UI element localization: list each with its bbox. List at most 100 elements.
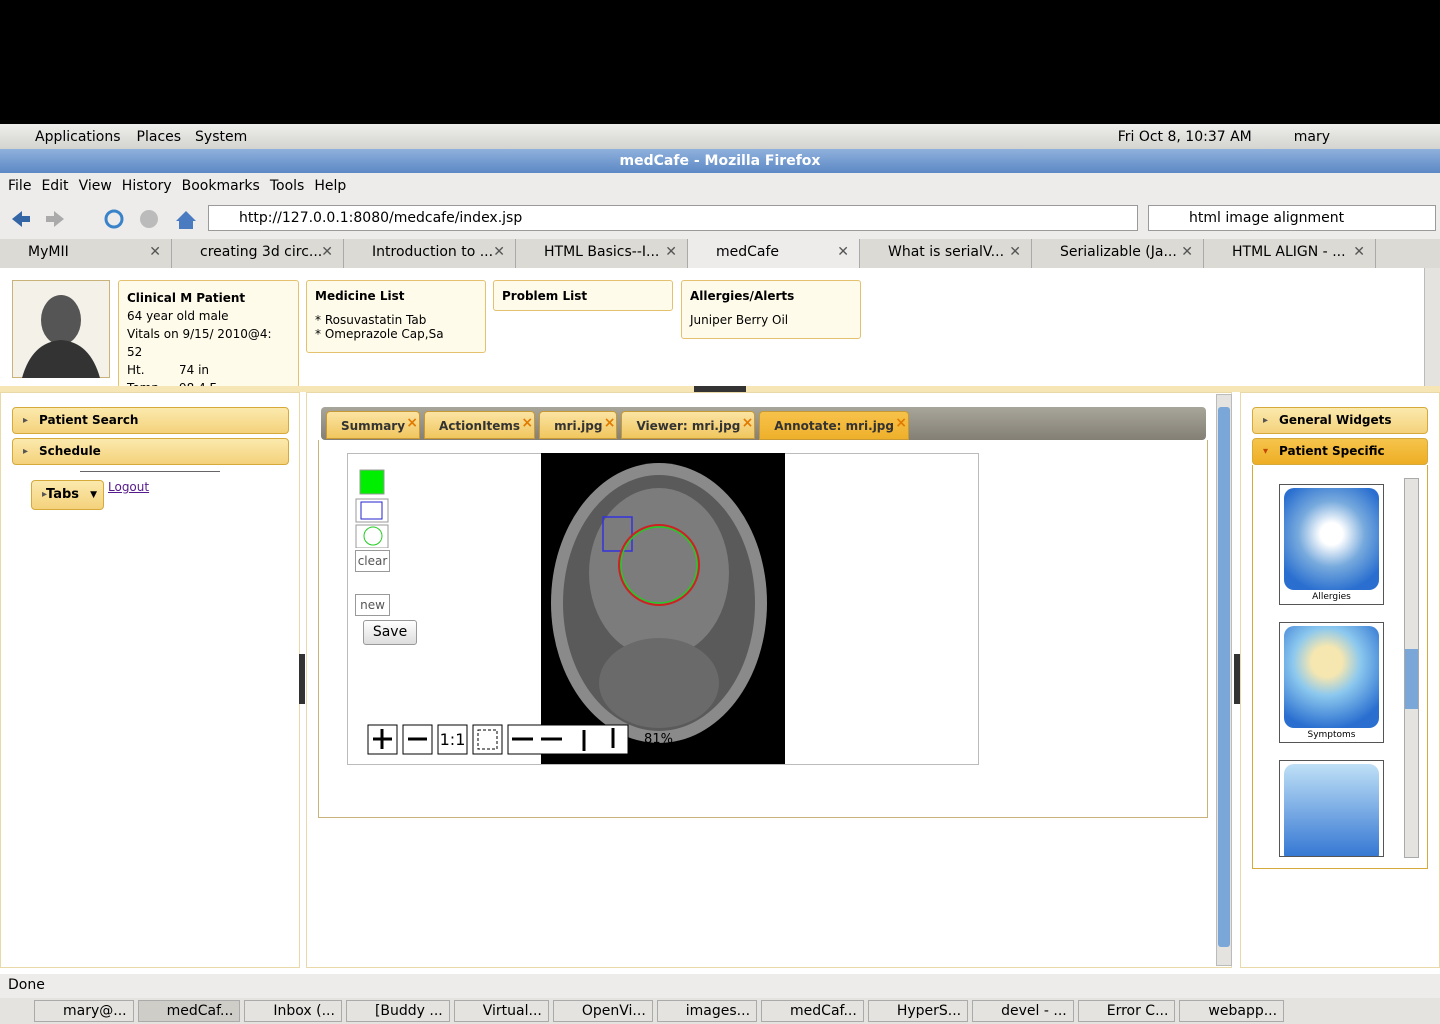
nav-bar: http://127.0.0.1:8080/medcafe/index.jsp … bbox=[0, 199, 1440, 239]
search-field[interactable]: html image alignment bbox=[1148, 205, 1436, 231]
task-button[interactable]: Virtual... bbox=[453, 1000, 549, 1022]
page-content: Clinical M Patient 64 year old male Vita… bbox=[0, 268, 1440, 974]
patient-info: Clinical M Patient 64 year old male Vita… bbox=[118, 280, 299, 388]
tabs-button[interactable]: Tabs▼ bbox=[31, 480, 104, 510]
vital: Ht. 74 in bbox=[127, 361, 290, 379]
patient-description: 64 year old male bbox=[127, 309, 229, 323]
browser-tab[interactable]: Serializable (Ja... bbox=[1032, 239, 1204, 268]
widget-label: Allergies bbox=[1312, 592, 1351, 602]
tabs-button-label: Tabs bbox=[46, 487, 80, 502]
app-tabs: Summary ActionItems mri.jpg Viewer: mri.… bbox=[321, 407, 1206, 440]
patient-name: Clinical M Patient bbox=[127, 291, 246, 305]
vital-value: 98.4 F bbox=[179, 381, 217, 388]
scrollbar[interactable] bbox=[1216, 394, 1232, 966]
save-button[interactable]: Save bbox=[363, 620, 417, 645]
viewer-toolbar[interactable] bbox=[367, 724, 629, 756]
window-title: medCafe - Mozilla Firefox bbox=[0, 149, 1440, 173]
browser-tab[interactable]: HTML ALIGN - ... bbox=[1204, 239, 1376, 268]
widget[interactable]: Symptoms bbox=[1279, 622, 1384, 743]
splitter-handle[interactable] bbox=[299, 654, 305, 704]
taskbar: mary@... medCaf... Inbox (... [Buddy ...… bbox=[0, 998, 1440, 1024]
accordion-header[interactable]: Patient Specific bbox=[1252, 438, 1428, 465]
tab-content bbox=[318, 440, 1208, 818]
clock[interactable]: Fri Oct 8, 10:37 AM bbox=[1117, 128, 1252, 145]
browser-tabs: MyMII creating 3d circ... Introduction t… bbox=[0, 239, 1440, 268]
user[interactable]: mary bbox=[1293, 128, 1330, 145]
task-button[interactable]: medCaf... bbox=[761, 1000, 864, 1022]
menu-item[interactable]: Bookmarks bbox=[181, 178, 260, 194]
task-button[interactable]: devel - ... bbox=[972, 1000, 1074, 1022]
menu-item[interactable]: Help bbox=[314, 178, 347, 194]
allergies: Allergies/Alerts Juniper Berry Oil bbox=[681, 280, 861, 339]
widget[interactable]: Allergies bbox=[1279, 484, 1384, 605]
splitter-handle[interactable] bbox=[1234, 654, 1240, 704]
splitter-handle[interactable] bbox=[694, 386, 746, 392]
actual-size-button[interactable]: 1:1 bbox=[439, 730, 466, 749]
app-tab[interactable]: Viewer: mri.jpg bbox=[621, 411, 756, 439]
browser-tab[interactable]: Introduction to ... bbox=[344, 239, 516, 268]
accordion-header[interactable]: Schedule bbox=[12, 438, 289, 465]
task-button[interactable]: Inbox (... bbox=[244, 1000, 342, 1022]
mri-image bbox=[541, 453, 785, 764]
browser-tab[interactable]: medCafe bbox=[688, 239, 860, 268]
task-button[interactable]: OpenVi... bbox=[552, 1000, 653, 1022]
logout-link[interactable]: Logout bbox=[108, 480, 150, 494]
scrollbar[interactable] bbox=[1404, 478, 1419, 858]
app-tab[interactable]: mri.jpg bbox=[539, 411, 618, 439]
task-button[interactable]: medCaf... bbox=[137, 1000, 241, 1022]
menu-item[interactable]: Tools bbox=[269, 178, 305, 194]
widget-label: Symptoms bbox=[1307, 730, 1356, 740]
new-button[interactable]: new bbox=[355, 594, 390, 616]
browser-tab[interactable]: creating 3d circ... bbox=[172, 239, 344, 268]
accordion-header[interactable]: General Widgets bbox=[1252, 407, 1428, 434]
widget[interactable] bbox=[1279, 760, 1384, 857]
task-button[interactable]: Error C... bbox=[1077, 1000, 1176, 1022]
allergy: Juniper Berry Oil bbox=[690, 313, 789, 327]
app-tab[interactable]: Summary bbox=[326, 411, 421, 439]
app-tab[interactable]: Annotate: mri.jpg bbox=[759, 411, 909, 440]
box-title: Medicine List bbox=[315, 289, 405, 303]
clear-button[interactable]: clear bbox=[355, 550, 390, 572]
menu-item[interactable]: History bbox=[121, 178, 172, 194]
status-bar: Done bbox=[0, 974, 1440, 998]
system-panel: Applications Places System Fri Oct 8, 10… bbox=[0, 124, 1440, 149]
task-button[interactable]: mary@... bbox=[34, 1000, 134, 1022]
vitals-date: Vitals on 9/15/ 2010@4: 52 bbox=[127, 327, 272, 359]
medicine-list: Medicine List * Rosuvastatin Tab * Omepr… bbox=[306, 280, 486, 353]
accordion-header[interactable]: Patient Search bbox=[12, 407, 289, 434]
task-button[interactable]: [Buddy ... bbox=[345, 1000, 450, 1022]
menu-item[interactable]: File bbox=[8, 178, 32, 194]
scrollbar[interactable] bbox=[1424, 268, 1440, 386]
app-tab[interactable]: ActionItems bbox=[424, 411, 536, 439]
vital: Temp. 98.4 F bbox=[127, 379, 290, 388]
browser-tab[interactable]: HTML Basics--I... bbox=[516, 239, 688, 268]
browser-tab[interactable]: What is serialV... bbox=[860, 239, 1032, 268]
rule bbox=[80, 471, 220, 472]
url-field[interactable]: http://127.0.0.1:8080/medcafe/index.jsp bbox=[208, 205, 1138, 231]
panel-menu[interactable]: Applications bbox=[35, 128, 121, 145]
task-button[interactable]: images... bbox=[656, 1000, 758, 1022]
annotate-shapes[interactable] bbox=[355, 468, 391, 548]
widget-panel bbox=[1252, 465, 1428, 869]
menu-item[interactable]: View bbox=[78, 178, 112, 194]
status-text: Done bbox=[8, 977, 45, 993]
browser-tab[interactable]: MyMII bbox=[0, 239, 172, 268]
menu-bar: File Edit View History Bookmarks Tools H… bbox=[0, 173, 1440, 199]
left-panel bbox=[0, 392, 300, 968]
box-title: Problem List bbox=[502, 289, 588, 303]
vital-label: Temp. bbox=[127, 381, 163, 388]
panel-menu[interactable]: System bbox=[195, 128, 248, 145]
medicine: * Rosuvastatin Tab bbox=[315, 313, 427, 327]
medicine: * Omeprazole Cap,Sa bbox=[315, 327, 444, 341]
patient-photo bbox=[12, 280, 110, 378]
vital-label: Ht. bbox=[127, 363, 145, 377]
panel-menu[interactable]: Places bbox=[136, 128, 182, 145]
box-title: Allergies/Alerts bbox=[690, 289, 795, 303]
vital-value: 74 in bbox=[179, 363, 210, 377]
task-button[interactable]: HyperS... bbox=[867, 1000, 969, 1022]
menu-item[interactable]: Edit bbox=[41, 178, 69, 194]
nav-buttons[interactable] bbox=[8, 207, 198, 231]
task-button[interactable]: webapp... bbox=[1179, 1000, 1285, 1022]
problem-list: Problem List bbox=[493, 280, 673, 311]
